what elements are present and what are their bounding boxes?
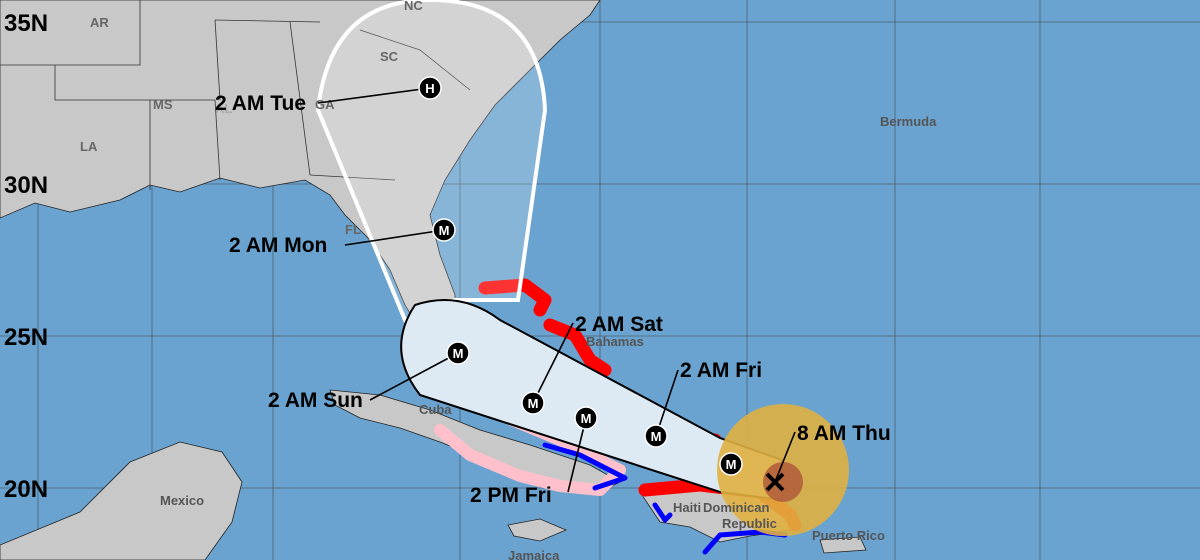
forecast-point-symbol: M: [651, 429, 662, 444]
place-label: Puerto Rico: [812, 528, 885, 543]
forecast-point-marker: [719, 452, 743, 476]
forecast-time-label: 2 PM Fri: [470, 484, 552, 507]
state-label: AR: [90, 15, 109, 30]
place-label: Mexico: [160, 493, 204, 508]
forecast-point-symbol: M: [528, 396, 539, 411]
forecast-time-label: 2 AM Sat: [575, 313, 663, 336]
place-label: Bermuda: [880, 114, 937, 129]
forecast-point-marker: [521, 391, 545, 415]
yucatan: [0, 441, 243, 560]
forecast-time-label: 8 AM Thu: [797, 422, 891, 445]
place-label: Jamaica: [508, 548, 560, 560]
latitude-labels: 35N 30N 25N 20N: [4, 10, 48, 503]
forecast-point-symbol: M: [439, 223, 450, 238]
state-label: NC: [404, 0, 423, 13]
forecast-time-label: 2 AM Tue: [215, 92, 306, 115]
state-label: MS: [153, 97, 173, 112]
forecast-point-symbol: H: [425, 81, 434, 96]
united-states-land: [0, 0, 601, 338]
lat-label: 35N: [4, 10, 48, 37]
state-label: SC: [380, 49, 399, 64]
place-label: Cuba: [419, 402, 452, 417]
forecast-point-marker: [574, 406, 598, 430]
leader-line: [344, 229, 445, 246]
lat-label: 30N: [4, 172, 48, 199]
place-label: Bahamas: [586, 334, 644, 349]
leader-line: [369, 352, 459, 401]
leader-line: [567, 417, 587, 493]
hurricane-wind-field: [763, 462, 803, 502]
jamaica: [507, 518, 568, 542]
leader-line: [774, 431, 796, 483]
state-label: GA: [315, 97, 335, 112]
state-label: AL: [215, 101, 232, 116]
forecast-point-marker: [446, 341, 470, 365]
leader-line: [532, 322, 574, 404]
place-label: Republic: [722, 516, 777, 531]
forecast-point-symbol: M: [581, 411, 592, 426]
lat-label: 25N: [4, 324, 48, 351]
place-label: Dominican: [703, 500, 770, 515]
tropical-storm-warning-cuba: [542, 442, 628, 491]
forecast-point-marker: [432, 218, 456, 242]
lat-label: 20N: [4, 476, 48, 503]
puerto-rico: [819, 536, 867, 554]
state-borders: [0, 0, 471, 190]
forecast-point-marker: [418, 76, 442, 100]
forecast-time-label: 2 AM Sun: [268, 389, 363, 412]
place-labels: Bermuda Bahamas Cuba Mexico Haiti Domini…: [160, 114, 937, 560]
forecast-time-label: 2 AM Fri: [680, 359, 762, 382]
leader-line: [317, 87, 431, 104]
state-label: FL: [345, 222, 361, 237]
place-label: Haiti: [673, 500, 701, 515]
forecast-point-symbol: M: [453, 346, 464, 361]
current-position-icon: [765, 472, 785, 492]
forecast-points: H 2 AM Tue M 2 AM Mon M 2 AM Sun M 2 AM Sat M 2 P…: [215, 76, 891, 507]
state-label: LA: [80, 139, 98, 154]
forecast-point-symbol: M: [726, 457, 737, 472]
forecast-point-marker: [644, 424, 668, 448]
forecast-time-label: 2 AM Mon: [229, 234, 327, 257]
